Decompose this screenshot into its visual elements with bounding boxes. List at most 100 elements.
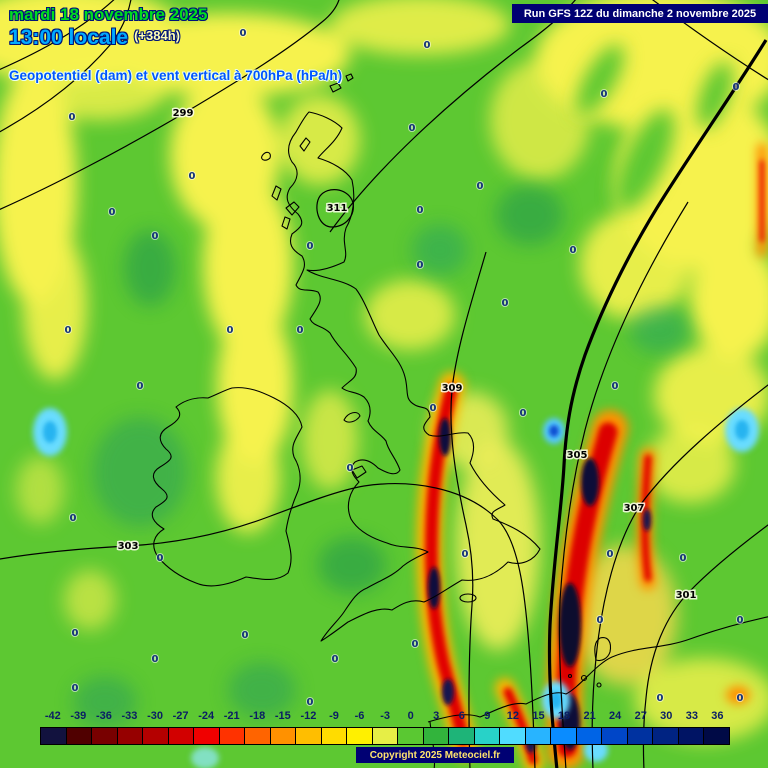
bold-contour-line [547,39,768,768]
colorbar-tick-label: -12 [300,710,317,722]
colorbar-tick-label: -36 [95,710,112,722]
colorbar-cell [347,728,373,744]
field-darkgreen-regions [73,185,690,728]
contour-value-label: 301 [676,590,697,601]
colorbar-tick-label: -18 [249,710,266,722]
colorbar-tick-label: 33 [685,710,698,722]
island-skye [285,201,300,216]
colorbar-tick-label: 9 [484,710,491,722]
colorbar-cell [168,728,195,744]
colorbar-cell [41,728,67,744]
grid-point-value: 0 [227,325,234,336]
grid-point-value: 0 [657,693,664,704]
island-hebrides-1 [261,151,271,161]
colorbar-tick-label: 3 [433,710,440,722]
colorbar-cell [219,728,246,744]
contour-line-299 [0,0,340,210]
grid-point-value: 0 [612,381,619,392]
colorbar-tick-label: 12 [506,710,520,722]
colorbar-tick-label: -33 [121,710,138,722]
colorbar-cell [602,728,628,744]
colorbar-cell [653,728,679,744]
colorbar-cell [245,728,271,744]
contour-labels: 299 311 309 305 307 303 301 [116,107,698,603]
colorbar-cell [194,728,220,744]
colorbar-cell [321,728,348,744]
colorbar-cell [270,728,297,744]
colorbar-cell [551,728,577,744]
grid-point-value: 0 [733,82,740,93]
colorbar-tick-label: -6 [354,710,365,722]
colorbar-cell [704,728,729,744]
colorbar-cell [372,728,399,744]
colorbar-tick-label: -30 [147,710,163,722]
colorbar-tick-label: 36 [711,710,724,722]
grid-point-value: 0 [412,639,419,650]
colorbar-cell [117,728,144,744]
grid-point-value: 0 [152,231,159,242]
colorbar-tick-label: -15 [274,710,291,722]
coastline-ireland [151,387,303,587]
contour-value-label: 299 [173,108,194,119]
run-info-badge: Run GFS 12Z du dimanche 2 novembre 2025 [512,4,768,23]
colorbar-tick-label: 30 [660,710,673,722]
grid-point-value: 0 [520,408,527,419]
contour-line-309 [450,251,487,768]
colorbar-cell [296,728,322,744]
colorbar-cell [449,728,475,744]
island-channel-2 [596,682,602,688]
grid-point-value: 0 [570,245,577,256]
grid-point-value: 0 [607,549,614,560]
grid-point-value: 0 [152,654,159,665]
contour-value-label: 305 [567,450,588,461]
grid-value-labels: 0 0 0 0 0 0 0 0 0 0 0 0 0 0 0 0 0 0 0 0 0 0 0 0 0 0 0 0 0 0 0 0 0 0 0 0 0 0 0 [64,27,745,709]
colorbar-tick-label: 24 [609,710,622,722]
contour-line-307 [591,384,768,768]
contour-line-311 [316,189,354,228]
colorbar-tick-label: 27 [634,710,647,722]
colorbar-tick-label: -9 [329,710,339,722]
colorbar-tick-label: 0 [407,710,414,722]
colorbar-tick-label: -42 [44,710,61,722]
island-orkney-1 [329,82,342,93]
colorbar-cell [525,728,552,744]
grid-point-value: 0 [502,298,509,309]
island-hebrides-2 [271,185,282,201]
coastline-cotentin [594,637,612,662]
grid-point-value: 0 [430,403,437,414]
grid-point-value: 0 [70,513,77,524]
contour-value-label: 307 [624,503,645,514]
colorbar-cell [500,728,526,744]
island-hebrides-3 [281,216,291,230]
grid-point-value: 0 [417,260,424,271]
colorbar-tick-label: 15 [532,710,545,722]
grid-point-value: 0 [157,553,164,564]
grid-point-value: 0 [737,693,744,704]
colorbar-tick-label: -3 [380,710,390,722]
contour-value-label: 303 [118,541,139,552]
grid-point-value: 0 [297,325,304,336]
colorbar-tick-label: -21 [223,710,240,722]
variable-label: Geopotentiel (dam) et vent vertical à 70… [9,68,343,83]
grid-point-value: 0 [597,615,604,626]
contour-line-305 [558,201,689,768]
island-channel-1 [580,674,588,682]
colorbar-cell [576,728,603,744]
date-label: mardi 18 novembre 2025 [9,5,208,24]
colorbar-cell [143,728,169,744]
colorbar-cell [423,728,450,744]
colorbar-tick-label: -24 [198,710,215,722]
grid-point-value: 0 [477,181,484,192]
colorbar-tick-label: 6 [458,710,465,722]
field-green-streaks [576,44,733,211]
grid-point-value: 0 [347,463,354,474]
island-hebrides-4 [299,137,311,152]
colorbar-labels: -42 -39 -36 -33 -30 -27 -24 -21 -18 -15 -12 -9 -6 -3 0… [40,710,730,722]
island-channel-3 [567,673,573,679]
island-isle-of-wight [459,593,477,603]
coastlines [151,73,768,768]
contour-line [0,0,132,133]
grid-point-value: 0 [424,40,431,51]
island-isle-of-man [343,411,361,423]
